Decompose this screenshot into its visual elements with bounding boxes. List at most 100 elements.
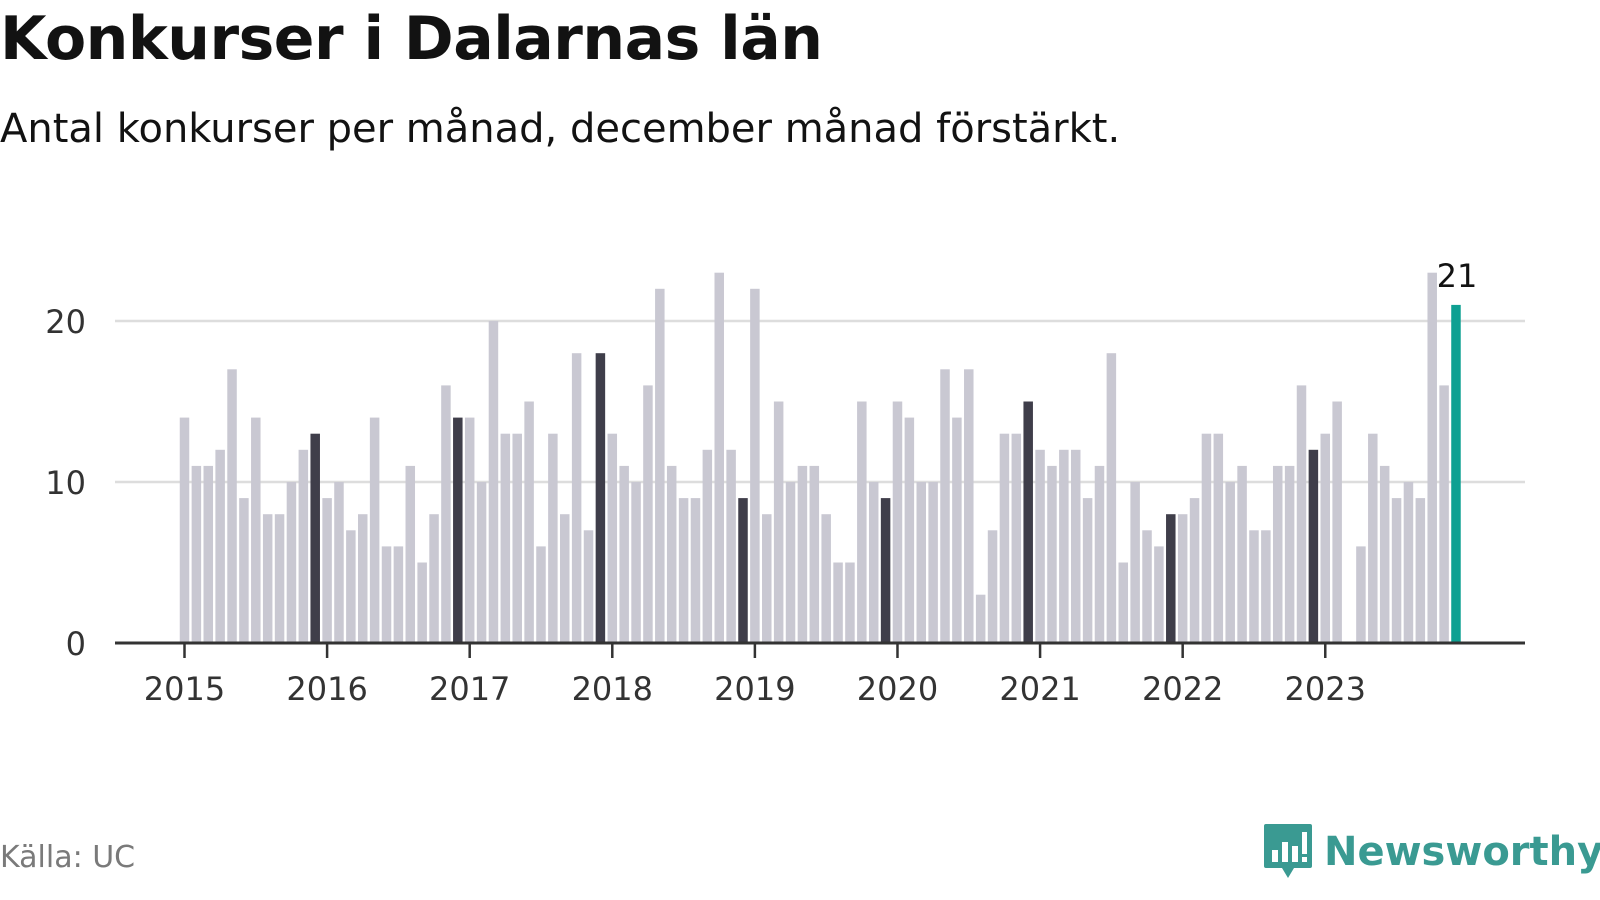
bar xyxy=(880,498,891,643)
bar xyxy=(833,562,843,643)
latest-value-label: 21 xyxy=(1437,257,1478,295)
bar xyxy=(1249,530,1259,643)
chart-title: Konkurser i Dalarnas län xyxy=(0,4,823,74)
bar xyxy=(928,482,938,643)
bar xyxy=(1213,433,1224,643)
bar xyxy=(1391,498,1402,643)
bar xyxy=(1427,272,1437,643)
bar xyxy=(1106,353,1117,643)
bar xyxy=(1142,530,1152,643)
bar xyxy=(773,401,784,643)
bar xyxy=(1261,530,1271,643)
bar xyxy=(357,514,368,643)
bar xyxy=(1308,449,1319,643)
data-labels: 21 xyxy=(1437,257,1478,295)
x-tick-label: 2018 xyxy=(572,670,653,708)
bar xyxy=(987,530,998,643)
x-tick-label: 2015 xyxy=(144,670,225,708)
bar xyxy=(1379,465,1390,643)
bar xyxy=(607,433,618,643)
bar xyxy=(916,482,926,643)
bar xyxy=(690,498,701,643)
bar xyxy=(1130,482,1140,643)
bar xyxy=(322,498,332,643)
bar xyxy=(678,498,689,643)
bar xyxy=(619,465,629,643)
bar xyxy=(1118,562,1129,643)
bar xyxy=(738,498,748,643)
bar xyxy=(476,482,487,643)
bar xyxy=(726,449,736,643)
bar xyxy=(1023,401,1033,643)
bar xyxy=(215,449,225,643)
bar xyxy=(952,417,962,643)
y-axis-tick-labels: 0 10 20 xyxy=(45,303,86,663)
bar xyxy=(381,546,392,643)
bar xyxy=(1403,482,1414,643)
bar xyxy=(1439,385,1449,643)
bar xyxy=(453,417,463,643)
chart-subtitle: Antal konkurser per månad, december måna… xyxy=(0,106,1121,152)
bar xyxy=(488,321,499,643)
bar xyxy=(524,401,534,643)
bar xyxy=(583,530,594,643)
bar xyxy=(405,465,416,643)
bar xyxy=(1332,401,1342,643)
bar xyxy=(1356,546,1366,643)
bar xyxy=(1284,465,1295,643)
bar xyxy=(595,353,606,643)
bar xyxy=(500,433,511,643)
bar xyxy=(1154,546,1164,643)
bar xyxy=(785,482,796,643)
newsworthy-logo-icon xyxy=(1264,824,1312,878)
bar xyxy=(714,272,724,643)
bar xyxy=(940,369,950,643)
bar xyxy=(298,449,309,643)
bar xyxy=(1082,498,1093,643)
bar xyxy=(845,562,855,643)
x-axis-tick-labels: 2015 2016 2017 2018 2019 2020 2021 2022 2023 xyxy=(144,643,1366,708)
bar xyxy=(1296,385,1307,643)
bar xyxy=(512,433,522,643)
bar xyxy=(1237,465,1247,643)
bar xyxy=(1177,514,1188,643)
brand-logo: Newsworthy xyxy=(1262,822,1600,882)
bar xyxy=(702,449,713,643)
bar xyxy=(417,562,427,643)
bar xyxy=(179,417,190,643)
x-tick-label: 2019 xyxy=(714,670,795,708)
x-tick-label: 2022 xyxy=(1142,670,1223,708)
bars xyxy=(179,272,1461,643)
bar xyxy=(239,498,249,643)
bar xyxy=(904,417,915,643)
bar xyxy=(1189,498,1200,643)
x-tick-label: 2016 xyxy=(286,670,367,708)
bar xyxy=(286,482,297,643)
bar xyxy=(655,288,665,643)
bar xyxy=(560,514,570,643)
y-tick-label: 10 xyxy=(45,464,86,502)
bar xyxy=(310,433,320,643)
bar xyxy=(1201,433,1212,643)
bar xyxy=(868,482,879,643)
bar xyxy=(191,465,202,643)
bar xyxy=(643,385,653,643)
bar xyxy=(203,465,214,643)
bar xyxy=(1047,465,1057,643)
x-tick-label: 2021 xyxy=(999,670,1080,708)
bar xyxy=(571,353,582,643)
bar xyxy=(1035,449,1045,643)
bar xyxy=(1166,514,1176,643)
x-tick-label: 2017 xyxy=(429,670,510,708)
bar xyxy=(548,433,558,643)
bar xyxy=(1070,449,1081,643)
bar xyxy=(1320,433,1331,643)
bar xyxy=(1272,465,1283,643)
y-tick-label: 0 xyxy=(66,625,86,663)
source-note: Källa: UC xyxy=(0,840,136,875)
x-tick-label: 2023 xyxy=(1285,670,1366,708)
bar xyxy=(1451,304,1461,643)
bar xyxy=(1094,465,1105,643)
bar xyxy=(762,514,772,643)
